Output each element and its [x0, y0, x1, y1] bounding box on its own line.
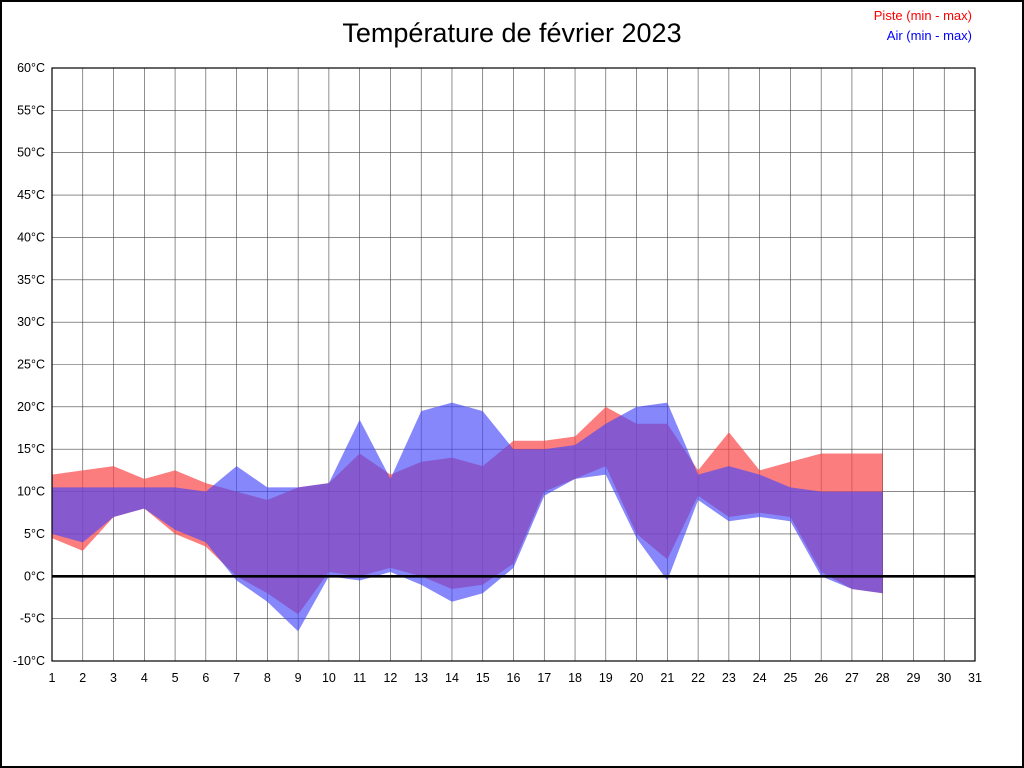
y-tick-label: 25°C — [17, 358, 45, 372]
x-tick-label: 26 — [814, 671, 828, 685]
x-tick-label: 8 — [264, 671, 271, 685]
x-tick-label: 31 — [968, 671, 982, 685]
y-tick-label: 55°C — [17, 103, 45, 117]
plot-border — [51, 67, 976, 662]
y-tick-label: 60°C — [17, 61, 45, 75]
x-tick-label: 23 — [722, 671, 736, 685]
band-layer — [52, 402, 975, 632]
y-tick-label: -5°C — [20, 612, 45, 626]
axis-layer: 1 2 3 4 5 6 7 8 9 10 11 12 13 14 15 16 17 18 19 20 21 22 23 24 2… — [13, 61, 982, 685]
y-tick-label: 15°C — [17, 442, 45, 456]
x-tick-label: 27 — [845, 671, 859, 685]
y-tick-label: 50°C — [17, 146, 45, 160]
x-tick-label: 24 — [753, 671, 767, 685]
x-tick-label: 21 — [660, 671, 674, 685]
x-tick-label: 10 — [322, 671, 336, 685]
x-tick-label: 5 — [172, 671, 179, 685]
x-tick-label: 7 — [233, 671, 240, 685]
y-tick-label: 35°C — [17, 273, 45, 287]
x-tick-label: 4 — [141, 671, 148, 685]
x-tick-label: 2 — [79, 671, 86, 685]
y-tick-label: -10°C — [13, 654, 45, 668]
x-tick-label: 3 — [110, 671, 117, 685]
y-tick-label: 5°C — [24, 527, 45, 541]
x-tick-label: 13 — [414, 671, 428, 685]
x-tick-label: 6 — [202, 671, 209, 685]
y-tick-label: 45°C — [17, 188, 45, 202]
band-air_fill — [52, 402, 883, 632]
x-tick-label: 22 — [691, 671, 705, 685]
x-tick-label: 16 — [507, 671, 521, 685]
x-tick-label: 11 — [353, 671, 366, 685]
x-tick-label: 15 — [476, 671, 490, 685]
x-tick-label: 30 — [937, 671, 951, 685]
x-tick-label: 17 — [537, 671, 551, 685]
legend-piste-label: Piste (min - max) — [874, 8, 972, 23]
x-tick-label: 12 — [383, 671, 397, 685]
y-tick-label: 0°C — [24, 569, 45, 583]
legend-air-label: Air (min - max) — [887, 28, 972, 43]
y-tick-label: 10°C — [17, 485, 45, 499]
x-tick-label: 28 — [876, 671, 890, 685]
x-tick-label: 18 — [568, 671, 582, 685]
x-tick-label: 9 — [295, 671, 302, 685]
x-tick-label: 20 — [630, 671, 644, 685]
y-tick-label: 40°C — [17, 230, 45, 244]
y-tick-label: 20°C — [17, 400, 45, 414]
x-tick-label: 29 — [907, 671, 921, 685]
chart-title: Température de février 2023 — [342, 18, 681, 48]
x-tick-label: 19 — [599, 671, 613, 685]
x-tick-label: 1 — [49, 671, 56, 685]
x-tick-label: 25 — [783, 671, 797, 685]
y-tick-label: 30°C — [17, 315, 45, 329]
x-tick-label: 14 — [445, 671, 459, 685]
